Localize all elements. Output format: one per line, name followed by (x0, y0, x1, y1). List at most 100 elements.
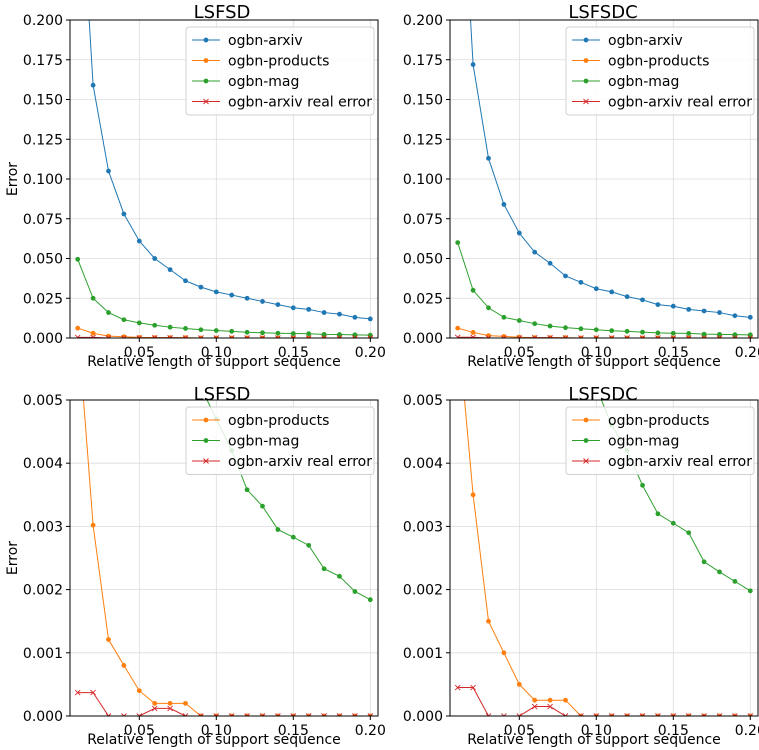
data-point (75, 325, 81, 331)
x-tick-label: 0.10 (201, 723, 232, 739)
legend-marker (203, 37, 209, 43)
y-tick-label: 0.004 (403, 456, 443, 472)
data-point (183, 326, 188, 331)
data-point (655, 302, 661, 308)
chart-title: LSFSDC (568, 384, 637, 405)
data-point (563, 273, 568, 279)
legend-label: ogbn-products (608, 54, 709, 70)
legend-label: ogbn-arxiv real error (228, 454, 372, 470)
y-tick-label: 0.125 (23, 132, 63, 148)
data-point (90, 295, 96, 301)
y-tick-label: 0.050 (23, 252, 63, 268)
data-point (152, 256, 158, 261)
x-tick-label: 0.10 (581, 345, 612, 361)
legend-label: ogbn-arxiv (608, 33, 683, 49)
data-point (136, 238, 142, 244)
y-tick-label: 0.002 (403, 583, 443, 599)
data-point (593, 286, 599, 292)
series-line (457, 327, 751, 338)
data-point-x-marker (747, 335, 754, 338)
data-point-x-marker (367, 335, 374, 338)
legend-label: ogbn-products (228, 413, 329, 429)
data-point-x-marker (670, 335, 677, 338)
series-ogbn-arxiv (470, 20, 753, 320)
data-point (275, 330, 281, 336)
data-point-x-marker (454, 334, 461, 338)
data-point (547, 260, 553, 266)
data-point (321, 331, 327, 337)
data-point (367, 597, 373, 603)
data-point-x-marker (228, 713, 235, 716)
data-point (486, 333, 491, 338)
series-line (88, 20, 371, 320)
data-point (321, 310, 327, 315)
data-point (121, 663, 127, 668)
legend-box (185, 26, 375, 116)
data-point (516, 682, 522, 687)
data-point (106, 168, 111, 174)
legend-marker (583, 417, 589, 423)
y-tick-label: 0.025 (403, 291, 443, 307)
data-point-x-marker (639, 335, 646, 338)
data-point (260, 330, 265, 336)
data-point-x-marker (352, 335, 358, 338)
data-point (337, 332, 342, 337)
legend-item: ogbn-products (192, 413, 329, 429)
x-tick-label: 0.05 (504, 345, 535, 361)
data-point (593, 327, 599, 333)
data-point (670, 330, 676, 336)
y-tick-label: 0.175 (23, 53, 63, 69)
data-point-x-marker (244, 713, 250, 716)
data-point (547, 323, 553, 329)
data-point (747, 588, 753, 594)
data-point (337, 311, 342, 317)
y-axis-label: Error (5, 541, 21, 575)
series-line (464, 400, 751, 716)
legend-marker (583, 78, 589, 84)
y-tick-label: 0.100 (23, 172, 63, 188)
data-point (516, 318, 522, 323)
y-tick-label: 0.075 (403, 212, 443, 228)
legend-item: ogbn-arxiv real error (192, 95, 372, 111)
data-point-x-marker (136, 713, 143, 716)
data-point (686, 306, 692, 312)
axes-frame (449, 19, 759, 339)
y-tick-label: 0.001 (23, 646, 63, 662)
data-point (455, 240, 461, 246)
data-point-x-marker (685, 335, 692, 338)
data-point (168, 284, 173, 289)
data-point-x-marker (213, 713, 220, 716)
data-point (244, 487, 250, 493)
data-point (90, 330, 96, 336)
series-line (470, 20, 751, 318)
y-tick-label: 0.003 (403, 519, 443, 535)
chart-panel-1: 0.05 0.10 0.15 0.20 0.000 0.025 0.050 0.075 0.10… (5, 2, 386, 370)
x-tick-label: 0.20 (735, 345, 759, 361)
legend-marker (583, 458, 589, 464)
series-line (600, 400, 751, 592)
data-point (501, 650, 507, 656)
data-point-x-marker (685, 713, 692, 716)
data-point (106, 310, 111, 315)
x-axis-label: Relative length of support sequence (87, 354, 341, 370)
data-point-x-marker (485, 335, 492, 338)
data-point-x-marker (593, 713, 600, 716)
legend-item: ogbn-mag (192, 74, 299, 90)
legend-item: ogbn-products (192, 54, 329, 70)
data-point (501, 314, 507, 320)
x-tick-label: 0.15 (658, 345, 689, 361)
legend-item: ogbn-mag (192, 434, 299, 450)
data-point (732, 332, 738, 338)
data-point-x-marker (578, 713, 584, 716)
data-point-x-marker (213, 335, 220, 338)
legend-item: ogbn-arxiv real error (572, 95, 752, 111)
legend-label: ogbn-mag (228, 74, 299, 90)
data-point (337, 573, 342, 579)
axes-frame (69, 19, 379, 339)
data-point-x-marker (290, 335, 297, 338)
series-line (77, 327, 371, 338)
data-point (90, 82, 96, 88)
legend-label: ogbn-products (228, 54, 329, 70)
data-point (290, 305, 296, 311)
